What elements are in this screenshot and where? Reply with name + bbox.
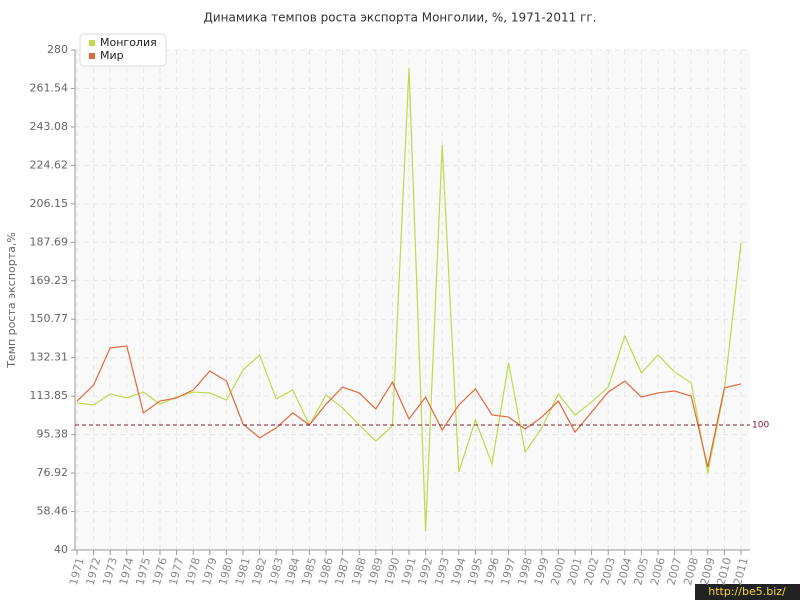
y-tick-label: 243.08: [30, 120, 69, 133]
legend-swatch: [89, 53, 95, 59]
y-axis-label: Темп роста экспорта,%: [5, 232, 18, 369]
reference-label: 100: [752, 421, 769, 431]
y-tick-label: 280: [47, 43, 68, 56]
y-tick-label: 76.92: [37, 466, 69, 479]
legend-label: Мир: [100, 49, 124, 62]
legend-label: Монголия: [100, 36, 157, 49]
legend-swatch: [89, 40, 95, 46]
watermark-bg: [695, 584, 800, 600]
legend-box: [79, 33, 167, 67]
y-tick-label: 169.23: [30, 274, 69, 287]
y-tick-label: 261.54: [30, 81, 69, 94]
y-tick-label: 113.85: [30, 389, 69, 402]
watermark: http://be5.biz/: [708, 585, 786, 598]
y-tick-label: 224.62: [30, 158, 69, 171]
y-tick-label: 95.38: [37, 428, 69, 441]
y-tick-label: 40: [54, 543, 68, 556]
series-line: [76, 345, 742, 468]
plot-area: [75, 50, 750, 550]
series-line: [76, 67, 742, 532]
y-tick-label: 132.31: [30, 351, 69, 364]
x-tick-label: 2011: [731, 556, 751, 586]
y-tick-label: 206.15: [30, 197, 69, 210]
y-tick-label: 187.69: [30, 235, 69, 248]
chart-title: Динамика темпов роста экспорта Монголии,…: [203, 11, 596, 25]
y-tick-label: 58.46: [37, 505, 69, 518]
y-tick-label: 150.77: [30, 312, 69, 325]
